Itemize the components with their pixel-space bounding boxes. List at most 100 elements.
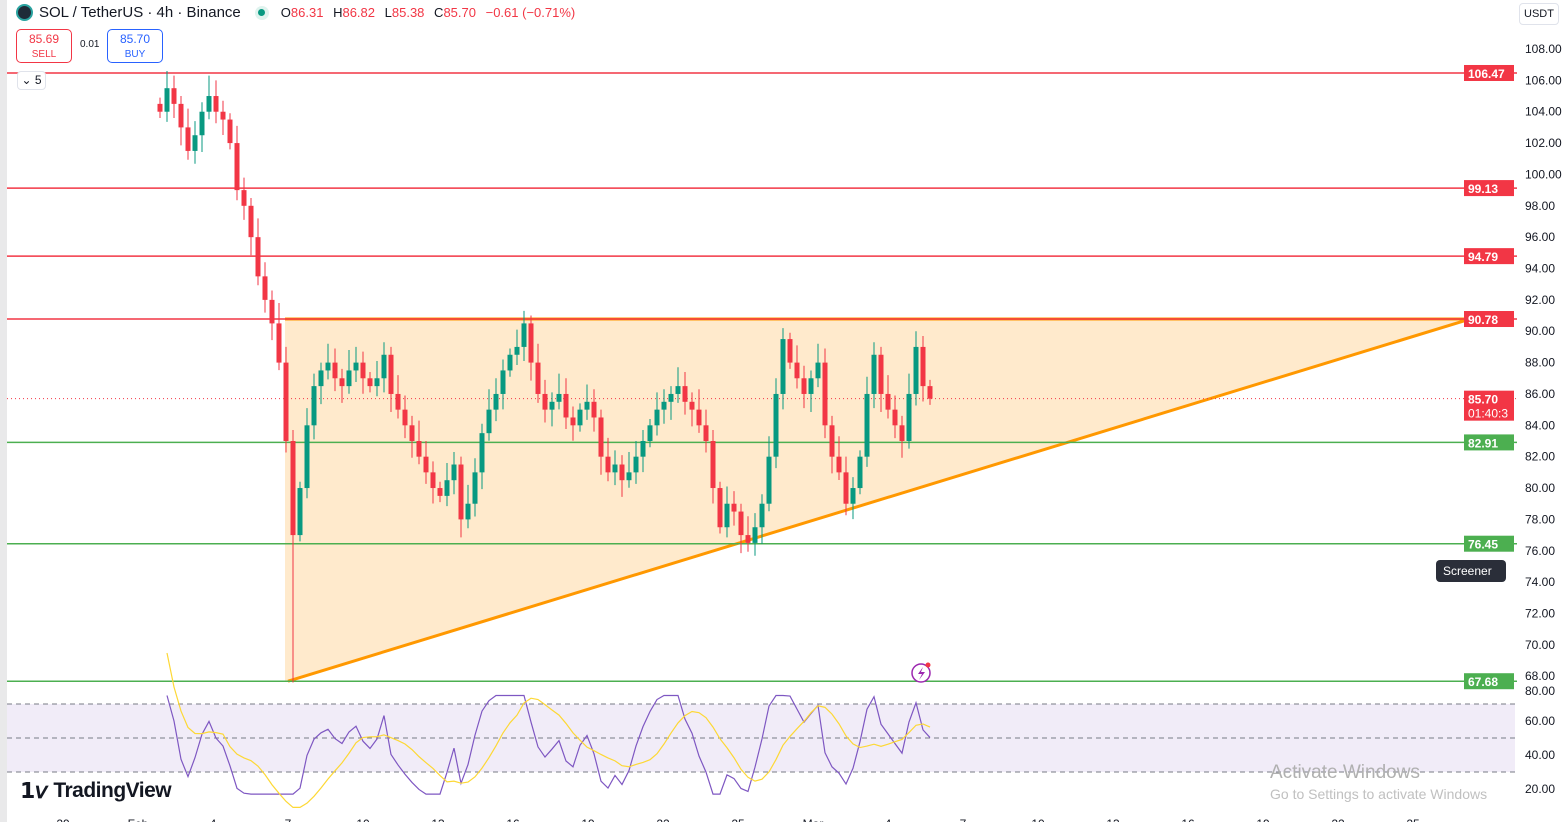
- candle-body: [885, 393, 891, 410]
- time-tick: 29: [56, 817, 70, 822]
- rsi-tick: 20.00: [1525, 782, 1555, 796]
- time-tick: 13: [1106, 817, 1120, 822]
- price-tick: 78.00: [1525, 512, 1555, 526]
- candle-body: [367, 378, 373, 387]
- candle-body: [297, 488, 303, 536]
- candle-body: [752, 527, 758, 543]
- candle-body: [626, 472, 632, 481]
- currency-selector[interactable]: USDT: [1519, 3, 1559, 25]
- time-tick: Feb: [128, 817, 149, 822]
- candle-body: [192, 135, 198, 151]
- candle-body: [206, 96, 212, 112]
- candle-body: [689, 401, 695, 410]
- bar-countdown: 01:40:3: [1468, 407, 1508, 421]
- level-price-label-bg: [1464, 311, 1514, 328]
- candle-body: [675, 386, 681, 394]
- time-tick: 25: [1406, 817, 1420, 822]
- candle-body: [591, 401, 597, 418]
- candle-body: [213, 96, 219, 112]
- candle-body: [507, 354, 513, 371]
- price-tick: 102.00: [1525, 136, 1562, 150]
- rsi-tick: 80.00: [1525, 684, 1555, 698]
- candle-body: [850, 488, 856, 504]
- candle-body: [878, 354, 884, 394]
- time-tick: 16: [506, 817, 520, 822]
- candle-body: [304, 425, 310, 489]
- alert-dot-icon: [925, 662, 931, 668]
- candle-body: [717, 488, 723, 528]
- candle-body: [843, 472, 849, 504]
- ohlc-values: O86.31 H86.82 L85.38 C85.70 −0.61 (−0.71…: [280, 5, 576, 20]
- candle-body: [262, 276, 268, 300]
- time-tick: 4: [885, 817, 892, 822]
- candle-body: [269, 299, 275, 324]
- price-tick: 86.00: [1525, 387, 1555, 401]
- time-tick: 4: [210, 817, 217, 822]
- candle-body: [528, 323, 534, 363]
- symbol-title[interactable]: SOL / TetherUS · 4h · Binance: [39, 4, 241, 21]
- candle-body: [332, 362, 338, 379]
- indicators-collapse-button[interactable]: ⌄ 5: [17, 71, 46, 90]
- candle-body: [311, 386, 317, 426]
- level-price-label-bg: [1464, 434, 1514, 451]
- candle-body: [248, 205, 254, 238]
- activate-windows-watermark: Activate Windows: [1270, 762, 1420, 783]
- candle-body: [556, 393, 562, 402]
- candle-body: [710, 441, 716, 489]
- candle-body: [549, 401, 555, 410]
- price-tick: 90.00: [1525, 324, 1555, 338]
- candle-body: [255, 237, 261, 277]
- candle-body: [486, 409, 492, 434]
- candle-body: [437, 488, 443, 496]
- price-tick: 98.00: [1525, 199, 1555, 213]
- candle-body: [346, 370, 352, 387]
- candle-body: [388, 354, 394, 394]
- candle-body: [703, 425, 709, 441]
- candle-body: [444, 480, 450, 496]
- candle-body: [815, 362, 821, 379]
- buy-button[interactable]: 85.70 BUY: [107, 29, 163, 63]
- price-tick: 84.00: [1525, 418, 1555, 432]
- candle-body: [465, 503, 471, 520]
- candle-body: [808, 378, 814, 394]
- candle-body: [472, 472, 478, 504]
- level-price-label: 76.45: [1468, 538, 1498, 552]
- candle-body: [598, 417, 604, 457]
- rsi-ma-line: [166, 652, 931, 808]
- level-price-label-bg: [1464, 180, 1514, 197]
- candle-body: [801, 378, 807, 394]
- candle-body: [381, 354, 387, 379]
- rsi-tick: 40.00: [1525, 748, 1555, 762]
- price-tick: 80.00: [1525, 481, 1555, 495]
- candle-body: [906, 393, 912, 441]
- candle-body: [563, 393, 569, 418]
- rsi-tick: 60.00: [1525, 714, 1555, 728]
- candle-body: [395, 393, 401, 410]
- candle-body: [157, 103, 163, 112]
- candle-body: [822, 362, 828, 426]
- candle-body: [199, 111, 205, 136]
- candle-body: [164, 88, 170, 112]
- candle-body: [773, 393, 779, 457]
- candle-body: [654, 409, 660, 426]
- time-tick: Mar: [803, 817, 824, 822]
- candle-body: [416, 441, 422, 457]
- sell-button[interactable]: 85.69 SELL: [16, 29, 72, 63]
- price-tick: 106.00: [1525, 73, 1562, 87]
- candle-body: [241, 190, 247, 206]
- current-price-label: 85.70: [1468, 393, 1498, 407]
- pane-separator: [1517, 681, 1563, 683]
- level-price-label-bg: [1464, 248, 1514, 265]
- candle-body: [318, 370, 324, 387]
- candle-body: [682, 386, 688, 402]
- candle-body: [829, 425, 835, 457]
- triangle-support-line: [287, 317, 1471, 683]
- time-tick: 19: [1256, 817, 1270, 822]
- level-price-label: 99.13: [1468, 182, 1498, 196]
- candle-body: [353, 362, 359, 371]
- level-price-label: 67.68: [1468, 675, 1498, 689]
- candle-body: [780, 339, 786, 394]
- screener-button[interactable]: Screener: [1436, 560, 1506, 582]
- candle-body: [920, 346, 926, 387]
